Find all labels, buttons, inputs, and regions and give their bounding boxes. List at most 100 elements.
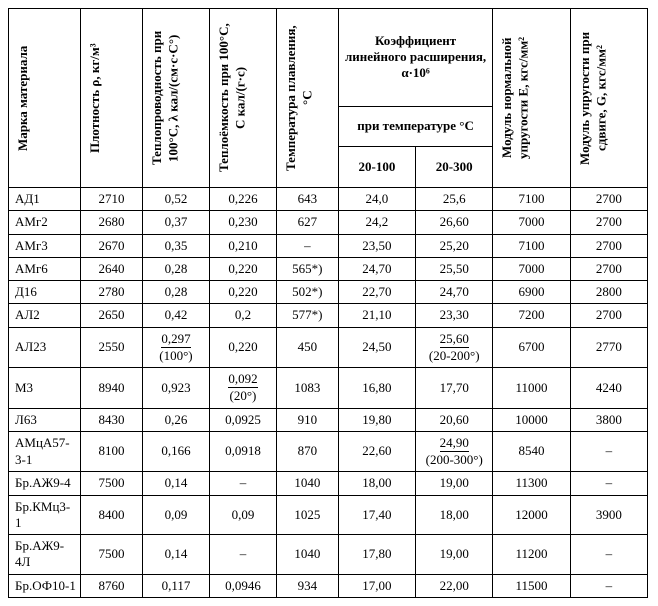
cell: 22,00 [416,574,493,597]
cell: 0,0946 [209,574,276,597]
cell: 3900 [570,495,647,535]
cell: Бр.АЖ9-4 [9,472,81,495]
cell: 870 [276,431,338,472]
cell: 24,50 [338,327,415,368]
header-melting: Температура плавления, °С [276,9,338,188]
cell: 11300 [493,472,570,495]
cell: 4240 [570,368,647,409]
cell: 0,28 [142,281,209,304]
cell: 0,297(100°) [142,327,209,368]
cell: 0,220 [209,327,276,368]
cell: 0,14 [142,535,209,575]
cell: – [570,574,647,597]
cell: 16,80 [338,368,415,409]
cell: 2700 [570,257,647,280]
cell: 0,37 [142,211,209,234]
cell: 0,117 [142,574,209,597]
cell: АЛ2 [9,304,81,327]
cell: 23,50 [338,234,415,257]
table-row: Д1627800,280,220502*)22,7024,7069002800 [9,281,648,304]
cell: Бр.ОФ10-1 [9,574,81,597]
header-20-300: 20-300 [416,147,493,188]
cell: 565*) [276,257,338,280]
cell: 1040 [276,535,338,575]
cell: 25,60(20-200°) [416,327,493,368]
cell: Бр.КМц3-1 [9,495,81,535]
cell: Бр.АЖ9-4Л [9,535,81,575]
cell: 0,220 [209,281,276,304]
header-material: Марка материала [9,9,81,188]
cell: 577*) [276,304,338,327]
cell: 2780 [81,281,143,304]
cell: 18,00 [338,472,415,495]
cell: 0,2 [209,304,276,327]
cell: 6700 [493,327,570,368]
header-expansion-sub: при температуре °С [338,106,493,147]
cell: – [570,535,647,575]
cell: 24,2 [338,211,415,234]
cell: М3 [9,368,81,409]
cell: 8760 [81,574,143,597]
table-body: АД127100,520,22664324,025,671002700АМг22… [9,188,648,598]
table-row: АЛ226500,420,2577*)21,1023,3072002700 [9,304,648,327]
header-density: Плотность ρ, кг/м³ [81,9,143,188]
cell: 24,70 [416,281,493,304]
cell: 26,60 [416,211,493,234]
cell: 11500 [493,574,570,597]
cell: 19,80 [338,408,415,431]
cell: 2700 [570,211,647,234]
cell: Д16 [9,281,81,304]
cell: 0,0925 [209,408,276,431]
table-row: Бр.АЖ9-4Л75000,14–104017,8019,0011200– [9,535,648,575]
cell: 7500 [81,472,143,495]
cell: 6900 [493,281,570,304]
table-row: М389400,9230,092(20°)108316,8017,7011000… [9,368,648,409]
cell: 2770 [570,327,647,368]
cell: 0,923 [142,368,209,409]
cell: – [209,472,276,495]
cell: 2700 [570,188,647,211]
cell: 2700 [570,234,647,257]
cell: АМг2 [9,211,81,234]
cell: 17,80 [338,535,415,575]
cell: 2800 [570,281,647,304]
cell: 0,52 [142,188,209,211]
cell: 0,210 [209,234,276,257]
cell: 22,70 [338,281,415,304]
cell: АМг6 [9,257,81,280]
header-expansion-main: Коэффициент линейного расширения, α·10⁶ [338,9,493,107]
cell: 0,220 [209,257,276,280]
cell: 24,0 [338,188,415,211]
cell: АЛ23 [9,327,81,368]
cell: АМг3 [9,234,81,257]
header-emodulus: Модуль нормальной упругости Е, кгс/мм² [493,9,570,188]
cell: – [570,431,647,472]
cell: 19,00 [416,535,493,575]
cell: 7100 [493,234,570,257]
cell: 0,226 [209,188,276,211]
cell: 20,60 [416,408,493,431]
cell: 24,90(200-300°) [416,431,493,472]
cell: 1025 [276,495,338,535]
header-20-100: 20-100 [338,147,415,188]
cell: 1040 [276,472,338,495]
cell: Л63 [9,408,81,431]
table-row: АМг226800,370,23062724,226,6070002700 [9,211,648,234]
cell: 12000 [493,495,570,535]
table-row: Бр.ОФ10-187600,1170,094693417,0022,00115… [9,574,648,597]
header-heatcapacity: Теплоёмкость при 100°С, С кал/(г·с) [209,9,276,188]
cell: 7000 [493,211,570,234]
table-row: АД127100,520,22664324,025,671002700 [9,188,648,211]
cell: 3800 [570,408,647,431]
materials-table: Марка материала Плотность ρ, кг/м³ Тепло… [8,8,648,598]
cell: 11200 [493,535,570,575]
cell: 0,09 [142,495,209,535]
cell: 7200 [493,304,570,327]
table-row: Л6384300,260,092591019,8020,60100003800 [9,408,648,431]
cell: 25,20 [416,234,493,257]
cell: 643 [276,188,338,211]
cell: 0,42 [142,304,209,327]
cell: 910 [276,408,338,431]
table-head: Марка материала Плотность ρ, кг/м³ Тепло… [9,9,648,188]
cell: АД1 [9,188,81,211]
